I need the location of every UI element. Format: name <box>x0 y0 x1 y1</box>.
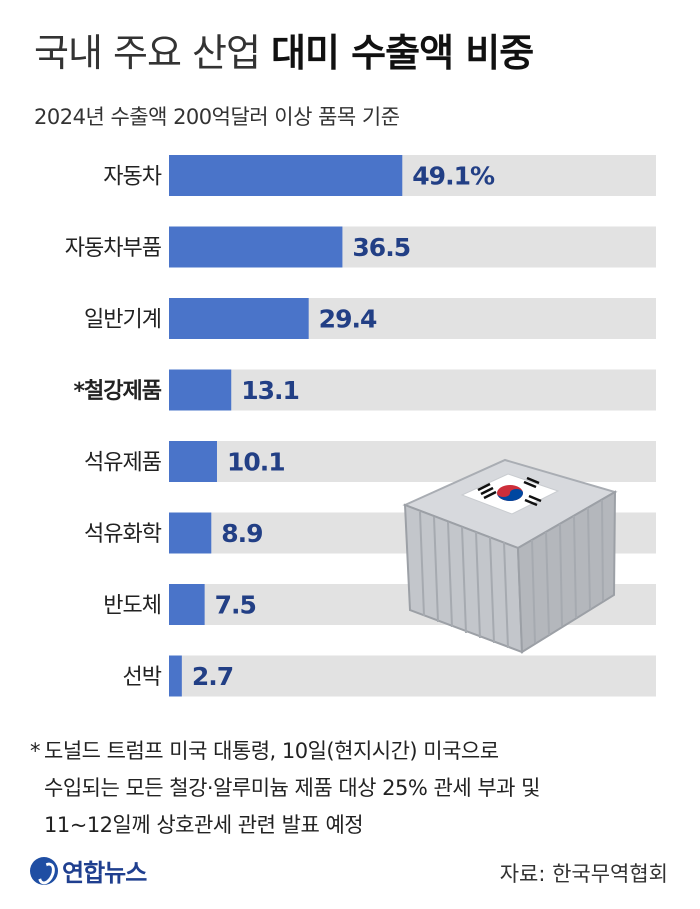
value-label: 13.1 <box>241 376 299 405</box>
logo-text: 연합뉴스 <box>62 859 147 887</box>
bar-chart: 자동차 49.1% 자동차부품 36.5 일반기계 29.4 *철강제품 13.1 석유제품 10… <box>65 155 656 697</box>
yonhap-logo-icon <box>30 856 58 885</box>
bar-track <box>169 655 656 697</box>
value-label: 2.7 <box>192 662 233 691</box>
title-bold: 대미 수출액 비중 <box>271 31 534 75</box>
category-label: 자동차부품 <box>65 236 162 261</box>
category-label: 반도체 <box>103 594 161 619</box>
title-light: 국내 주요 산업 <box>34 31 261 75</box>
footnote: * 도널드 트럼프 미국 대통령, 10일(현지시간) 미국으로 수입되는 모든… <box>30 733 540 844</box>
footnote-line-1: 도널드 트럼프 미국 대통령, 10일(현지시간) 미국으로 <box>44 739 499 763</box>
bar <box>169 584 205 625</box>
yonhap-logo: 연합뉴스 <box>30 853 147 888</box>
category-label: 석유제품 <box>84 451 162 476</box>
value-label: 36.5 <box>352 233 410 262</box>
source-credit: 자료: 한국무역협회 <box>499 862 668 886</box>
bar <box>169 441 217 482</box>
category-label: *철강제품 <box>74 379 162 404</box>
value-label: 7.5 <box>215 591 256 620</box>
bar <box>169 226 343 268</box>
value-label: 10.1 <box>227 448 285 477</box>
shipping-container-illustration <box>402 458 618 654</box>
footnote-line-2: 수입되는 모든 철강·알루미늄 제품 대상 25% 관세 부과 및 <box>44 776 540 800</box>
bar <box>169 655 182 697</box>
value-label: 29.4 <box>319 305 377 334</box>
footnote-marker: * <box>30 739 41 763</box>
category-label: 자동차 <box>103 165 161 190</box>
chart-subtitle: 2024년 수출액 200억달러 이상 품목 기준 <box>34 105 400 129</box>
container-side <box>516 490 617 654</box>
category-label: 일반기계 <box>84 308 161 333</box>
korean-flag-icon <box>460 473 560 515</box>
bar <box>169 512 212 554</box>
bar-track <box>169 441 656 482</box>
bar <box>169 155 403 196</box>
bar <box>169 369 232 411</box>
value-label: 8.9 <box>221 519 262 548</box>
category-label: 석유화학 <box>84 522 162 547</box>
footnote-line-3: 11~12일께 상호관세 관련 발표 예정 <box>44 813 364 837</box>
page-title: 국내 주요 산업 대미 수출액 비중 <box>34 22 534 77</box>
category-label: 선박 <box>123 665 162 690</box>
value-label: 49.1% <box>412 162 495 191</box>
bar <box>169 298 309 339</box>
bar-track <box>169 369 656 411</box>
